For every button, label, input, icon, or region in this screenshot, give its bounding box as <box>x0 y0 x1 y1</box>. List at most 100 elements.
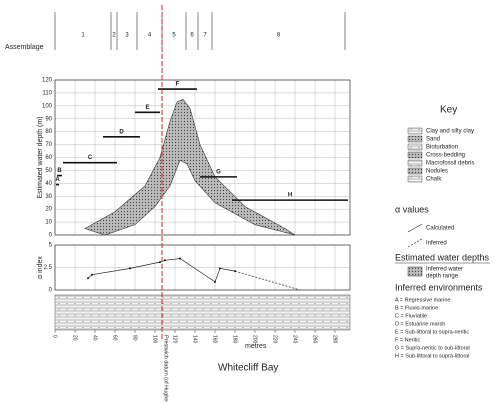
alpha-item: Calculated <box>426 226 454 232</box>
x-tick-label: 180 <box>232 335 238 344</box>
env-title: Inferred environments <box>395 282 483 292</box>
key-title: Key <box>440 105 457 116</box>
y-tick-label: 70 <box>45 142 52 148</box>
alpha-frame <box>54 244 351 291</box>
x-tick-label: 260 <box>312 335 318 344</box>
assemblage-label: 7 <box>203 33 207 39</box>
lithology-log <box>54 294 351 331</box>
x-tick-label: 240 <box>292 335 298 344</box>
key-swatch <box>407 159 423 167</box>
plot-frame <box>54 79 351 236</box>
key-swatch <box>407 167 423 175</box>
range-label: H <box>288 193 292 199</box>
x-tick-label: 100 <box>152 335 158 344</box>
env-item: C = Fluviatile <box>395 313 427 319</box>
x-tick-label: 0 <box>52 335 58 338</box>
env-item: H = Sub-littoral to supra-littoral <box>395 353 469 359</box>
location: Whitecliff Bay <box>218 363 278 374</box>
range-label: F <box>176 82 180 88</box>
range-label: C <box>88 155 93 161</box>
alpha-line <box>234 270 301 291</box>
depth-title: Estimated water depths <box>395 252 490 262</box>
x-tick-label: 40 <box>92 335 98 341</box>
y-tick-label: 50 <box>45 168 52 174</box>
assemblage-label: 4 <box>148 33 152 39</box>
range-label: E <box>145 105 149 111</box>
env-item: E = Sub-littoral to supra-neritic <box>395 329 469 335</box>
alpha-axis-label: α index <box>37 256 44 279</box>
y-tick-label: 2.5 <box>44 265 53 271</box>
x-tick-label: 80 <box>132 335 138 341</box>
key-swatch <box>407 135 423 143</box>
alpha-point <box>214 280 216 283</box>
y-tick-label: 110 <box>42 90 52 96</box>
assemblage-label: 5 <box>172 33 176 39</box>
assemblage-label: 6 <box>190 33 194 39</box>
key-item: Bioturbation <box>426 145 458 151</box>
env-item: A = Regressive marine <box>395 297 450 303</box>
key-item: Macrofossil debris <box>426 161 474 167</box>
x-tick-label: 120 <box>172 335 178 344</box>
alpha-point <box>159 261 161 264</box>
x-tick-label: 60 <box>112 335 118 341</box>
y-tick-label: 40 <box>45 181 52 187</box>
y-tick-label: 0 <box>49 233 53 239</box>
key: Key α values Calculated Inferred Estimat… <box>395 105 490 292</box>
y-tick-label: 90 <box>45 116 52 122</box>
depth-item: Inferred water <box>426 267 463 273</box>
key-item: Sand <box>426 137 440 143</box>
assemblage-label: 3 <box>125 33 129 39</box>
assemblage-label: 8 <box>277 33 281 39</box>
env-item: G = Supra-neritic to sub-littoral <box>395 345 470 351</box>
alpha-point <box>179 257 181 260</box>
depth-envelope <box>84 99 296 236</box>
key-item: Clay and silty clay <box>426 129 474 135</box>
x-tick-label: 160 <box>212 335 218 344</box>
x-tick-label: 140 <box>192 335 198 344</box>
calc-swatch <box>407 223 423 233</box>
alpha-point <box>164 259 166 262</box>
inferred-swatch <box>407 238 423 248</box>
key-item: Chalk <box>426 177 442 183</box>
alpha-title: α values <box>395 204 429 214</box>
y-tick-label: 10 <box>45 220 52 226</box>
assemblage-label: 1 <box>81 33 85 39</box>
key-item: Cross-bedding <box>426 153 465 159</box>
y-tick-label: 0 <box>49 288 53 294</box>
assemblage-title: Assemblage <box>5 44 44 51</box>
range-label: D <box>119 129 124 135</box>
y-tick-label: 5 <box>49 243 53 249</box>
range-label: G <box>216 169 221 175</box>
y-tick-label: 120 <box>42 78 53 84</box>
y-tick-label: 60 <box>45 155 52 161</box>
range-label: A <box>55 177 60 183</box>
depth-item: depth range <box>426 274 459 280</box>
x-tick-label: 220 <box>272 335 278 344</box>
alpha-point <box>87 277 89 280</box>
alpha-point <box>219 267 221 270</box>
key-swatch <box>407 127 423 135</box>
y-tick-label: 100 <box>42 103 53 109</box>
x-tick-label: 280 <box>332 335 338 344</box>
key-swatch <box>407 143 423 151</box>
alpha-item: Inferred <box>426 241 447 247</box>
y-tick-label: 30 <box>45 194 52 200</box>
key-swatch <box>407 151 423 159</box>
env-item: B = Fluvio-marine <box>395 305 438 311</box>
x-axis-label: metres <box>245 343 267 350</box>
env-item: F = Neritic <box>395 337 420 343</box>
datum-label: Prestwich datum (of Hughes, 1972) <box>163 335 169 402</box>
range-label: B <box>57 168 62 174</box>
env-item: D = Estuarine marsh <box>395 321 445 327</box>
key-item: Nodules <box>426 169 448 175</box>
alpha-point <box>129 267 131 270</box>
depth-swatch <box>407 266 423 277</box>
assemblage-label: 2 <box>112 33 116 39</box>
y-tick-label: 80 <box>45 129 52 135</box>
x-tick-label: 20 <box>72 335 78 341</box>
y-axis-label: Estimated water depth (m) <box>37 116 44 198</box>
y-tick-label: 20 <box>45 207 52 213</box>
key-swatch <box>407 175 423 183</box>
alpha-point <box>91 273 93 276</box>
